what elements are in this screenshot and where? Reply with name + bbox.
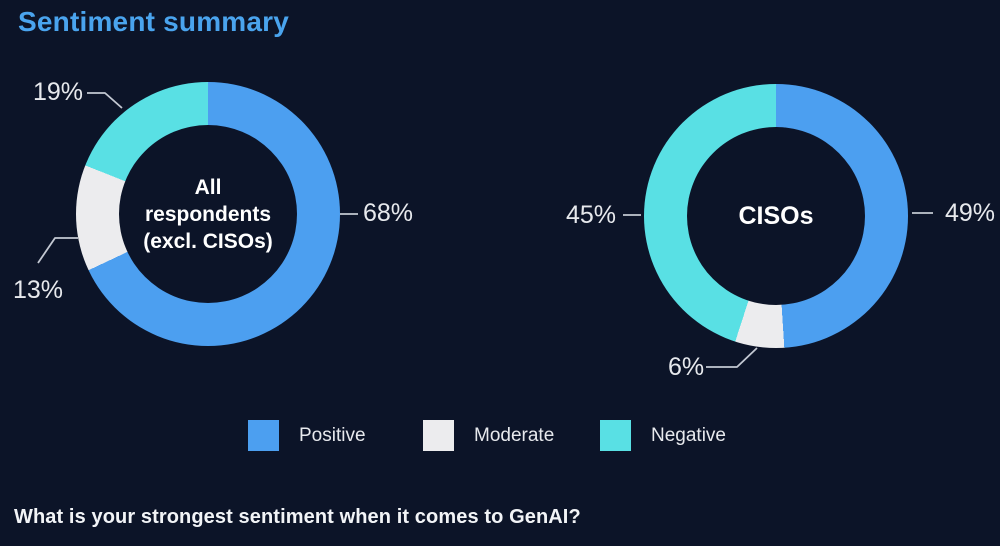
legend-label-negative: Negative	[651, 424, 726, 446]
leader-line-moderate-left	[37, 237, 78, 264]
pct-label-moderate-right: 6%	[668, 353, 705, 381]
legend-swatch-positive-icon	[248, 420, 279, 451]
legend-label-positive: Positive	[299, 424, 366, 446]
legend-item-moderate: Moderate	[423, 420, 554, 451]
legend-label-moderate: Moderate	[474, 424, 555, 446]
legend-swatch-negative-icon	[600, 420, 631, 451]
donut-hole: CISOs	[687, 127, 865, 305]
pct-label-negative-right: 45%	[566, 201, 617, 229]
donut-chart-all-respondents: All respondents (excl. CISOs)	[76, 82, 340, 346]
donut-hole: All respondents (excl. CISOs)	[119, 125, 297, 303]
donut-center-label-cisos: CISOs	[738, 201, 814, 230]
donut-center-label-all-respondents: All respondents (excl. CISOs)	[143, 175, 273, 253]
pct-label-positive-left: 68%	[363, 199, 414, 227]
survey-question-text: What is your strongest sentiment when it…	[14, 506, 581, 528]
legend-item-positive: Positive	[248, 420, 366, 451]
pct-label-positive-right: 49%	[945, 199, 996, 227]
chart-legend: Positive Moderate Negative	[0, 420, 1000, 452]
legend-item-negative: Negative	[600, 420, 726, 451]
pct-label-negative-left: 19%	[33, 78, 84, 106]
donut-chart-cisos: CISOs	[644, 84, 908, 348]
leader-line-negative-left	[87, 92, 123, 109]
leader-line-moderate-right	[706, 347, 758, 368]
legend-swatch-moderate-icon	[423, 420, 454, 451]
pct-label-moderate-left: 13%	[13, 276, 64, 304]
page-title: Sentiment summary	[18, 6, 290, 37]
